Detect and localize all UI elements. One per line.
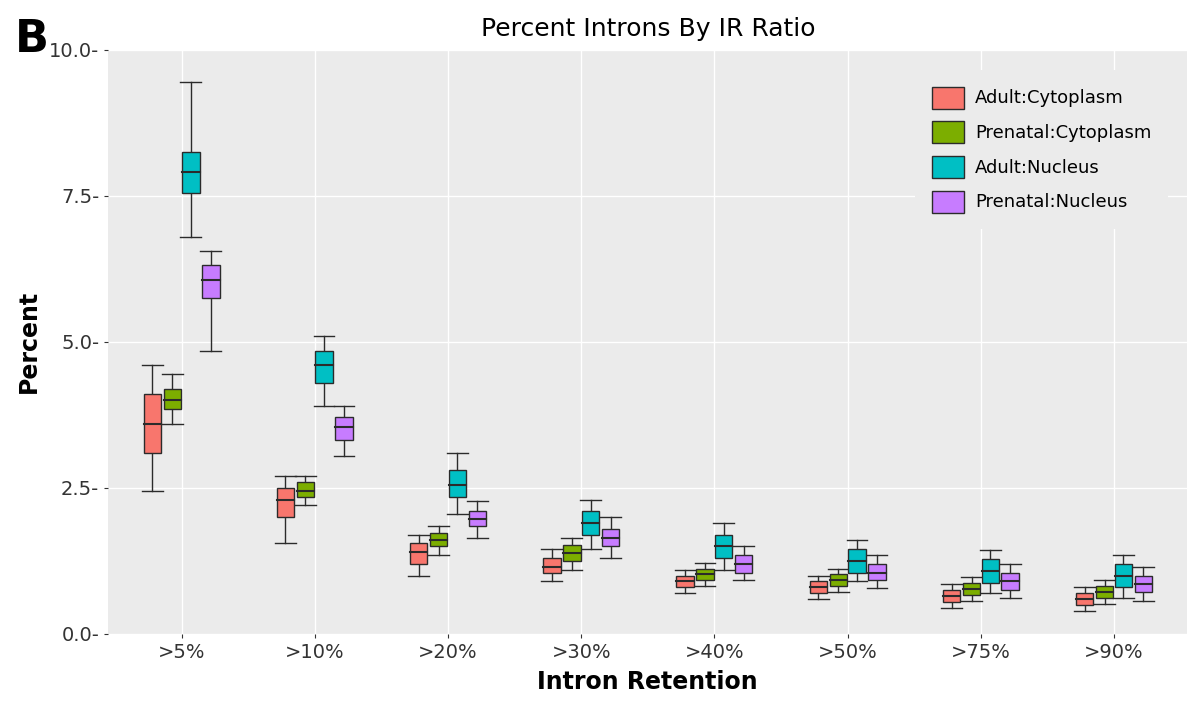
Bar — [1096, 586, 1114, 598]
Legend: Adult:Cytoplasm, Prenatal:Cytoplasm, Adult:Nucleus, Prenatal:Nucleus: Adult:Cytoplasm, Prenatal:Cytoplasm, Adu… — [915, 70, 1168, 229]
Bar — [830, 574, 846, 586]
Bar — [1076, 593, 1093, 605]
Bar — [315, 351, 332, 383]
Bar — [943, 590, 961, 602]
Bar — [849, 549, 866, 572]
Bar — [143, 395, 161, 453]
Bar — [202, 264, 219, 298]
Title: Percent Introns By IR Ratio: Percent Introns By IR Ratio — [480, 16, 815, 41]
Bar — [1134, 575, 1152, 592]
Bar — [868, 564, 886, 580]
Bar — [296, 482, 314, 497]
Bar — [563, 545, 580, 561]
Bar — [677, 575, 694, 587]
X-axis label: Intron Retention: Intron Retention — [537, 670, 759, 695]
Bar — [411, 543, 427, 564]
Bar — [1115, 564, 1132, 587]
Bar — [582, 511, 600, 535]
Bar — [1002, 572, 1019, 589]
Y-axis label: Percent: Percent — [17, 290, 41, 393]
Bar — [277, 488, 294, 517]
Bar — [736, 555, 752, 572]
Bar — [963, 583, 980, 595]
Bar — [468, 511, 486, 526]
Bar — [981, 559, 999, 582]
Bar — [164, 388, 181, 409]
Bar — [449, 471, 466, 497]
Text: B: B — [14, 18, 48, 60]
Bar — [182, 152, 200, 193]
Bar — [543, 558, 561, 572]
Bar — [809, 582, 827, 593]
Bar — [336, 417, 353, 440]
Bar — [696, 569, 714, 580]
Bar — [602, 529, 619, 546]
Bar — [715, 535, 732, 558]
Bar — [430, 533, 448, 546]
